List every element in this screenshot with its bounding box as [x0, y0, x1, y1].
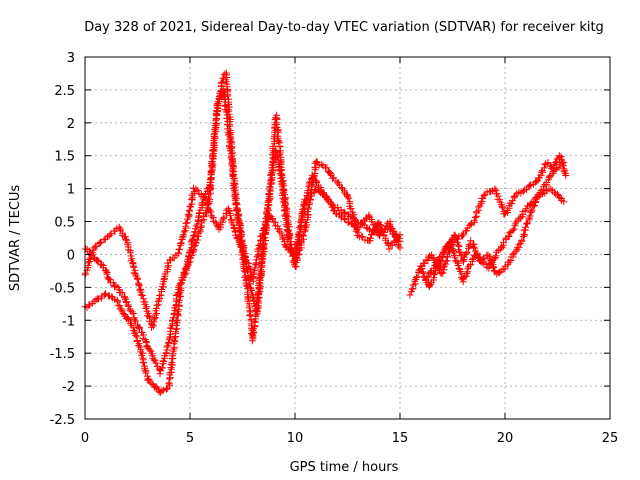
x-axis-ticks: 0 5 10 15 20 25 [81, 57, 618, 446]
y-tick-label: -1.5 [50, 347, 75, 362]
y-tick-label: 1 [67, 183, 75, 198]
y-tick-label: 0.5 [54, 216, 75, 231]
x-tick-label: 5 [186, 431, 194, 446]
y-tick-label: -1 [62, 314, 75, 329]
data-point-markers [422, 185, 568, 286]
series-track-6 [422, 185, 568, 286]
y-tick-label: 2 [67, 117, 75, 132]
x-tick-label: 10 [287, 431, 304, 446]
data-points [81, 69, 570, 396]
y-axis-label: SDTVAR / TECUs [8, 185, 23, 292]
y-tick-label: 1.5 [54, 150, 75, 165]
chart-title: Day 328 of 2021, Sidereal Day-to-day VTE… [84, 20, 604, 35]
x-tick-label: 20 [497, 431, 514, 446]
x-tick-label: 15 [392, 431, 409, 446]
x-tick-label: 25 [602, 431, 619, 446]
y-axis-ticks: -2.5 -2 -1.5 -1 -0.5 0 0.5 1 1.5 2 2.5 3 [50, 51, 610, 428]
x-axis-label: GPS time / hours [290, 460, 399, 475]
y-tick-label: 3 [67, 51, 75, 66]
y-tick-label: -0.5 [50, 281, 75, 296]
y-tick-label: -2.5 [50, 413, 75, 428]
plot-frame [84, 56, 611, 420]
series-track-2 [81, 85, 404, 378]
y-tick-label: 2.5 [54, 84, 75, 99]
y-tick-label: 0 [67, 248, 75, 263]
data-point-markers [81, 85, 404, 378]
y-tick-label: -2 [62, 380, 75, 395]
x-tick-label: 0 [81, 431, 89, 446]
